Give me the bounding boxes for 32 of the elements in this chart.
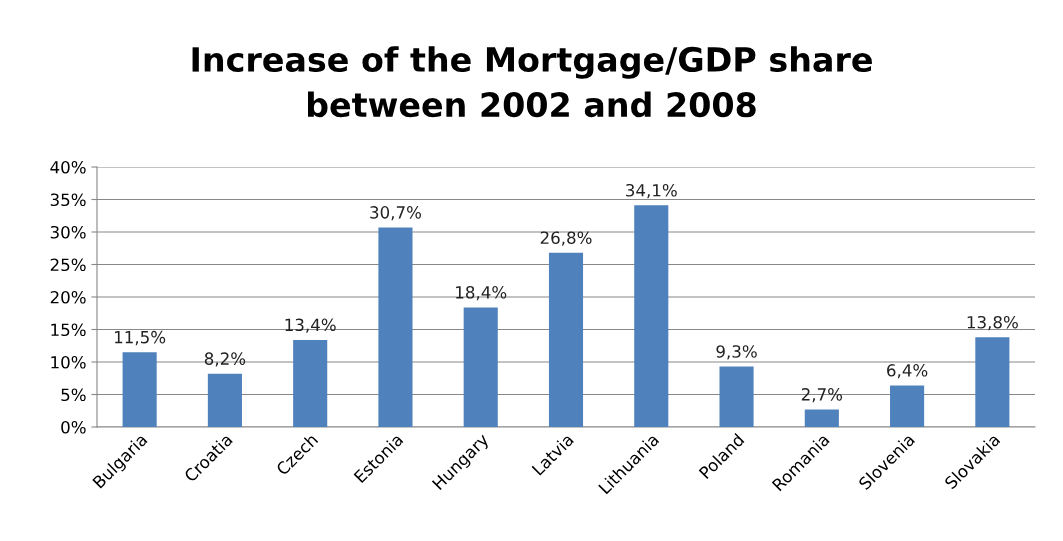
data-label: 11,5% <box>114 330 166 346</box>
data-label: 9,3% <box>716 345 757 360</box>
data-label: 34,1% <box>626 183 677 199</box>
data-label: 18,4% <box>456 286 507 301</box>
bar <box>207 373 242 427</box>
y-tick-label: 20% <box>50 290 86 304</box>
y-tick-label: 10% <box>51 355 86 369</box>
y-tick-label: 0% <box>61 420 86 434</box>
bar <box>634 205 669 427</box>
bar <box>548 252 584 427</box>
data-label: 6,4% <box>887 364 928 379</box>
y-tick-label: 15% <box>51 323 86 337</box>
chart-title: Increase of the Mortgage/GDP share between 2002 and 2008 <box>192 46 872 118</box>
bar <box>890 385 925 427</box>
y-tick-label: 30% <box>50 225 86 239</box>
data-label: 2,7% <box>801 388 843 403</box>
data-label: 30,7% <box>370 206 422 221</box>
bar <box>719 366 754 427</box>
bar <box>293 339 328 427</box>
bar <box>975 337 1010 427</box>
data-label: 13,8% <box>967 315 1018 331</box>
y-tick-label: 40% <box>50 160 86 174</box>
bar <box>378 227 413 427</box>
data-label: 26,8% <box>540 231 592 246</box>
y-tick-label: 5% <box>61 388 86 402</box>
y-tick-label: 25% <box>50 258 86 272</box>
data-label: 8,2% <box>204 352 246 367</box>
bar <box>804 409 839 427</box>
data-label: 13,4% <box>285 318 336 333</box>
bar <box>463 307 498 427</box>
y-tick-label: 35% <box>50 193 86 207</box>
bar <box>122 352 157 427</box>
